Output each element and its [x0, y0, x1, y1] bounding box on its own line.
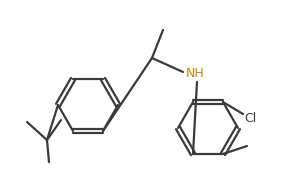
Text: Cl: Cl [244, 112, 256, 125]
Text: NH: NH [186, 66, 205, 79]
